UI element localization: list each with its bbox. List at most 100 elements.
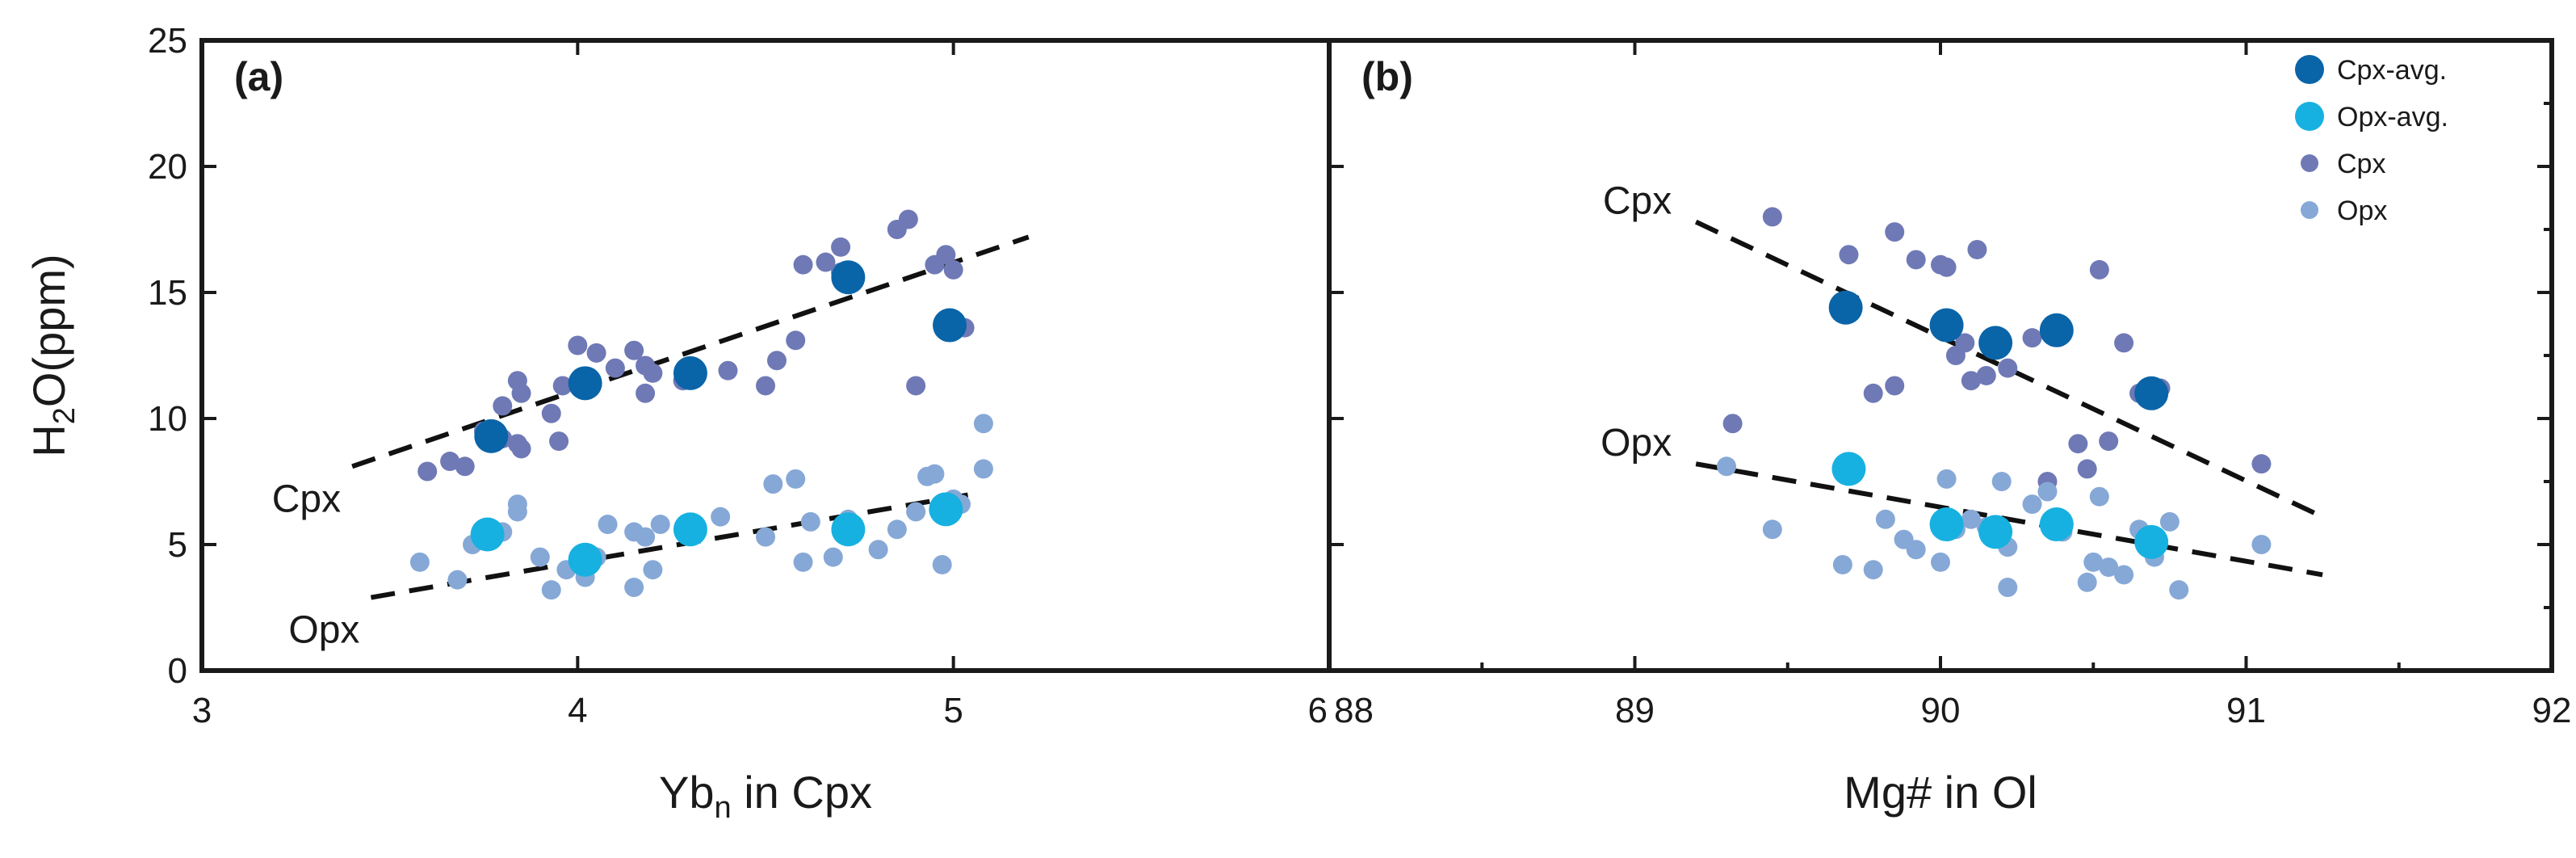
point-cpx-avg: [2134, 376, 2169, 410]
legend-marker-opx: [2301, 201, 2318, 219]
point-opx: [2159, 511, 2180, 532]
point-opx: [1936, 469, 1957, 489]
trend-label-opx: Opx: [288, 609, 359, 652]
y-axis-title-rest: O(ppm): [23, 254, 74, 407]
point-opx: [2077, 572, 2097, 592]
point-opx-avg: [673, 512, 707, 547]
point-cpx: [943, 259, 963, 280]
point-opx-avg: [831, 512, 866, 547]
point-opx: [624, 578, 644, 598]
point-opx: [2083, 552, 2104, 572]
point-cpx: [636, 383, 656, 403]
point-cpx: [831, 237, 851, 257]
y-tick-label: 25: [148, 21, 187, 61]
ticks-a: 3 4 5 6 0 5 10 15 20 25: [148, 21, 1331, 730]
x-tick-label-b: 90: [1921, 691, 1961, 730]
x-axis-title-a: Ybn in Cpx: [659, 767, 872, 825]
point-cpx: [2022, 328, 2042, 348]
point-cpx: [541, 403, 561, 423]
point-cpx-avg: [474, 418, 509, 453]
point-cpx: [1961, 371, 1981, 391]
point-opx: [1832, 554, 1852, 574]
legend-marker-cpx-avg: [2295, 55, 2324, 84]
x-axis-title-a-sub: n: [715, 791, 732, 825]
point-cpx: [718, 360, 738, 381]
point-opx: [1931, 552, 1950, 572]
point-opx-avg: [2039, 507, 2074, 542]
trend-line-opx: [370, 491, 973, 600]
y-axis-title-main: H: [23, 424, 74, 456]
panel-a: 3 4 5 6 0 5 10 15 20 25 Cpx Opx (a) H2O(ppm) Ybn i…: [23, 21, 1332, 825]
point-opx: [636, 527, 656, 547]
point-opx: [2251, 535, 2272, 554]
point-opx: [2169, 580, 2189, 600]
point-opx: [763, 474, 783, 494]
point-opx: [2114, 565, 2134, 585]
point-cpx: [1906, 250, 1926, 270]
point-cpx-avg: [568, 366, 602, 401]
point-cpx: [493, 396, 513, 416]
points-b: [1717, 207, 2272, 600]
point-opx: [793, 552, 813, 572]
ticks-b: 88 89 90 91 92: [1328, 39, 2571, 730]
plot-frame-b: [1327, 38, 2554, 673]
point-opx: [1875, 509, 1895, 529]
point-opx: [1717, 456, 1737, 477]
trend-label-opx: Opx: [1601, 422, 1672, 465]
point-cpx: [1976, 365, 1996, 385]
y-tick-label: 5: [168, 525, 187, 565]
point-cpx-avg: [1828, 290, 1863, 325]
point-opx: [650, 515, 670, 535]
point-cpx: [2114, 333, 2134, 353]
point-opx: [530, 547, 550, 567]
point-cpx-avg: [1978, 326, 2013, 360]
point-cpx: [936, 245, 956, 265]
point-opx: [409, 552, 430, 572]
panel-b: 88 89 90 91 92 Cpx Opx (b) Mg# in Ol Cpx-avg.…: [1327, 38, 2571, 818]
point-opx-avg: [1978, 515, 2013, 549]
point-opx: [507, 494, 527, 515]
point-opx: [925, 464, 945, 484]
point-cpx: [2089, 259, 2109, 280]
point-opx-avg: [2134, 524, 2169, 559]
point-opx-avg: [929, 492, 963, 527]
point-cpx: [568, 335, 588, 355]
x-axis-title-a-main: Yb: [659, 767, 715, 818]
point-cpx: [1762, 207, 1782, 227]
trend-lines-b: Cpx Opx: [1601, 180, 2324, 578]
point-opx-avg: [470, 517, 505, 552]
point-cpx: [1998, 358, 2018, 378]
legend: Cpx-avg. Opx-avg. Cpx Opx: [2295, 55, 2448, 226]
point-cpx: [605, 358, 625, 378]
legend-marker-opx-avg: [2295, 102, 2324, 131]
point-cpx-avg: [2039, 313, 2074, 347]
point-opx-avg: [1929, 507, 1964, 542]
point-opx: [1998, 578, 2018, 598]
legend-label-cpx-avg: Cpx-avg.: [2337, 55, 2447, 86]
point-opx: [2099, 557, 2119, 578]
point-opx: [2089, 486, 2109, 507]
point-cpx: [1885, 376, 1905, 396]
trend-lines-a: Cpx Opx: [272, 234, 1030, 652]
points-a: [409, 209, 993, 600]
point-cpx: [549, 431, 569, 452]
point-opx: [711, 507, 731, 527]
point-cpx: [624, 340, 644, 360]
point-opx: [2037, 482, 2058, 502]
x-tick-label-b: 89: [1615, 691, 1655, 730]
point-opx: [756, 527, 775, 547]
point-cpx-avg: [1929, 308, 1964, 343]
point-opx: [1863, 560, 1883, 580]
x-tick-label-a: 3: [192, 691, 212, 730]
point-cpx-avg: [673, 355, 707, 390]
point-cpx: [1839, 245, 1859, 265]
point-cpx: [906, 376, 926, 396]
point-opx: [1991, 472, 2012, 491]
point-cpx: [2099, 431, 2119, 452]
trend-line-opx: [1695, 461, 2323, 578]
point-cpx: [586, 343, 606, 363]
point-opx-avg: [568, 542, 602, 577]
point-opx: [823, 547, 843, 567]
point-opx: [906, 502, 926, 522]
